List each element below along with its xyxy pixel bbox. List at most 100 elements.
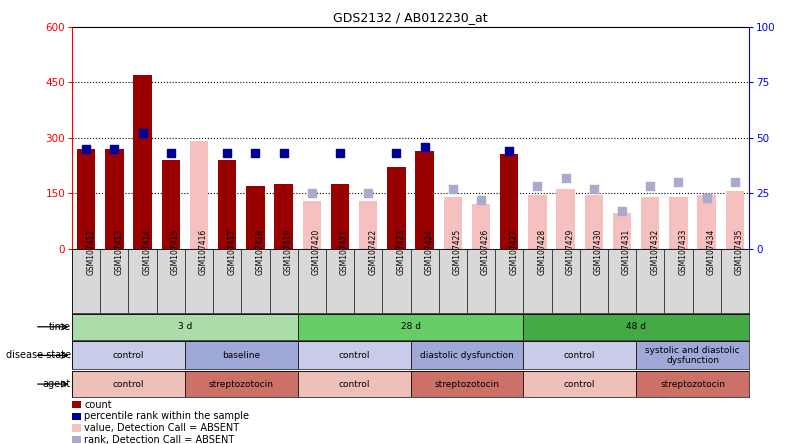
Text: control: control [113, 380, 144, 388]
Text: 28 d: 28 d [400, 322, 421, 331]
Title: GDS2132 / AB012230_at: GDS2132 / AB012230_at [333, 11, 488, 24]
Text: GSM107413: GSM107413 [115, 229, 123, 275]
Bar [416, 151, 434, 249]
Text: GSM107416: GSM107416 [199, 229, 208, 275]
Bar [298, 371, 411, 397]
Text: streptozotocin: streptozotocin [660, 380, 725, 388]
Point [108, 145, 121, 152]
Bar [636, 249, 664, 313]
Text: agent: agent [42, 379, 70, 389]
Point [475, 196, 488, 203]
Text: GSM107417: GSM107417 [227, 229, 236, 275]
Point [164, 150, 177, 157]
Point [559, 174, 572, 181]
Text: streptozotocin: streptozotocin [434, 380, 499, 388]
Bar [162, 160, 180, 249]
Point [390, 150, 403, 157]
Point [672, 178, 685, 186]
Text: GSM107426: GSM107426 [481, 229, 490, 275]
Bar [359, 201, 377, 249]
Point [700, 194, 713, 201]
Bar [613, 214, 631, 249]
Bar [275, 184, 293, 249]
Point [333, 150, 346, 157]
Text: GSM107423: GSM107423 [396, 229, 405, 275]
Text: control: control [113, 351, 144, 360]
Text: GSM107421: GSM107421 [340, 229, 349, 275]
Text: control: control [338, 380, 370, 388]
Point [644, 183, 657, 190]
Text: GSM107415: GSM107415 [171, 229, 179, 275]
Bar [134, 75, 151, 249]
Bar [298, 341, 411, 369]
Bar [382, 249, 411, 313]
Bar [472, 204, 490, 249]
Point [446, 185, 459, 192]
Bar [241, 249, 269, 313]
Point [418, 143, 431, 150]
Bar [495, 249, 523, 313]
Text: count: count [84, 400, 111, 410]
Text: GSM107434: GSM107434 [706, 229, 715, 275]
Point [587, 185, 600, 192]
Bar [411, 249, 439, 313]
Text: GSM107425: GSM107425 [453, 229, 462, 275]
Bar [528, 195, 546, 249]
Bar [77, 149, 95, 249]
Text: GSM107419: GSM107419 [284, 229, 292, 275]
Bar [641, 197, 659, 249]
Bar [218, 160, 236, 249]
Point [221, 150, 234, 157]
Bar [670, 197, 687, 249]
Bar [523, 314, 749, 340]
Text: GSM107422: GSM107422 [368, 229, 377, 275]
Point [305, 190, 318, 197]
Text: 48 d: 48 d [626, 322, 646, 331]
Text: GSM107412: GSM107412 [87, 229, 95, 275]
Bar [100, 249, 128, 313]
Bar [636, 371, 749, 397]
Text: GSM107433: GSM107433 [678, 229, 687, 275]
Bar [411, 371, 523, 397]
Bar [72, 341, 185, 369]
Text: GSM107420: GSM107420 [312, 229, 321, 275]
Bar [354, 249, 382, 313]
Bar [523, 341, 636, 369]
Text: GSM107430: GSM107430 [594, 229, 603, 275]
Bar [557, 190, 575, 249]
Bar [157, 249, 185, 313]
Bar [72, 249, 100, 313]
Bar [213, 249, 241, 313]
Bar [726, 191, 744, 249]
Text: GSM107427: GSM107427 [509, 229, 518, 275]
Point [616, 207, 629, 214]
Bar [72, 314, 298, 340]
Text: time: time [49, 322, 70, 332]
Text: rank, Detection Call = ABSENT: rank, Detection Call = ABSENT [84, 435, 235, 444]
Text: GSM107414: GSM107414 [143, 229, 151, 275]
Text: 3 d: 3 d [178, 322, 192, 331]
Text: diastolic dysfunction: diastolic dysfunction [420, 351, 513, 360]
Text: disease state: disease state [6, 350, 70, 361]
Text: baseline: baseline [222, 351, 260, 360]
Text: control: control [564, 351, 595, 360]
Bar [298, 249, 326, 313]
Bar [664, 249, 693, 313]
Text: GSM107432: GSM107432 [650, 229, 659, 275]
Bar [269, 249, 298, 313]
Point [531, 183, 544, 190]
Bar [693, 249, 721, 313]
Point [728, 178, 741, 186]
Point [362, 190, 375, 197]
Bar [636, 341, 749, 369]
Text: GSM107429: GSM107429 [566, 229, 574, 275]
Bar [523, 371, 636, 397]
Bar [190, 141, 208, 249]
Bar [580, 249, 608, 313]
Point [80, 145, 93, 152]
Bar [387, 167, 405, 249]
Bar [721, 249, 749, 313]
Text: GSM107424: GSM107424 [425, 229, 433, 275]
Bar [185, 371, 298, 397]
Bar [698, 195, 716, 249]
